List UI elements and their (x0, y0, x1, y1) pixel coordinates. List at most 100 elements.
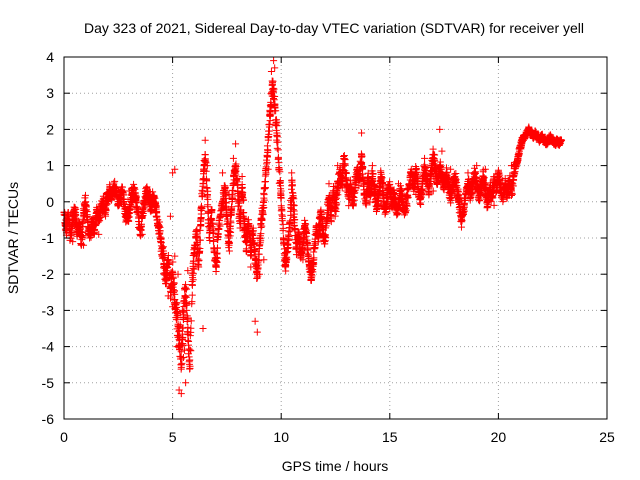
data-point (518, 136, 526, 144)
y-tick-label: 0 (46, 194, 54, 210)
data-point (412, 191, 420, 199)
data-point (345, 194, 353, 202)
data-point (272, 107, 280, 115)
data-point (394, 180, 402, 188)
data-point (147, 205, 155, 213)
data-point (235, 199, 243, 207)
data-point (505, 176, 513, 184)
data-point (542, 140, 550, 148)
data-point (516, 144, 524, 151)
data-point (449, 183, 457, 191)
data-point (138, 212, 146, 220)
axis-ticks: 0 5 10 15 20 25 -6 -5 -4 -3 -2 -1 0 1 2 3 4 (42, 49, 615, 445)
data-point (397, 187, 405, 195)
data-point (187, 347, 195, 355)
data-point (329, 187, 337, 195)
data-point (251, 317, 259, 325)
data-point (388, 201, 396, 209)
data-point (359, 163, 367, 171)
data-point (338, 180, 346, 188)
data-point (195, 256, 203, 264)
data-point (334, 162, 342, 170)
data-point (192, 252, 200, 260)
data-point (266, 120, 274, 128)
data-point (197, 222, 205, 230)
data-point (209, 220, 217, 228)
data-point (182, 379, 190, 387)
data-point (173, 343, 181, 351)
data-point (436, 125, 444, 133)
data-point (156, 227, 164, 235)
data-point (303, 230, 311, 238)
data-point (214, 254, 222, 262)
data-point (203, 162, 211, 170)
data-point (198, 186, 206, 194)
data-point (116, 191, 124, 199)
data-point (273, 129, 281, 137)
x-tick-label: 20 (491, 429, 507, 445)
data-point (134, 209, 142, 217)
data-point (149, 194, 157, 202)
data-point (255, 257, 263, 265)
data-point (303, 241, 311, 249)
data-point (484, 198, 492, 206)
data-point (258, 216, 266, 224)
data-point (214, 244, 222, 252)
data-point (227, 209, 235, 217)
data-point (196, 245, 204, 253)
data-point (373, 205, 381, 213)
data-point (172, 316, 180, 324)
data-point (166, 285, 174, 293)
data-point (190, 265, 198, 273)
data-point (93, 209, 101, 217)
data-point (108, 191, 116, 199)
data-point (190, 248, 198, 256)
data-point (203, 184, 211, 192)
data-point (278, 207, 286, 215)
data-point (162, 274, 170, 282)
data-point (494, 172, 502, 180)
data-point (215, 217, 223, 225)
data-point (490, 176, 498, 184)
data-point (179, 353, 187, 361)
data-point (442, 169, 450, 177)
data-point (381, 209, 389, 217)
x-axis-title: GPS time / hours (282, 458, 389, 474)
data-point (318, 223, 326, 231)
data-point (86, 230, 94, 238)
data-point (223, 212, 231, 220)
data-point (151, 201, 159, 209)
data-point (251, 246, 259, 254)
data-point (507, 187, 515, 195)
data-point (264, 165, 272, 173)
data-point (171, 165, 179, 173)
data-point (95, 230, 103, 238)
data-point (334, 183, 342, 191)
data-point (332, 200, 340, 208)
data-point (353, 165, 361, 173)
data-point (275, 165, 283, 173)
data-point (241, 215, 249, 223)
data-point (179, 324, 187, 332)
data-point (429, 187, 437, 195)
data-point (257, 224, 265, 232)
data-point (193, 241, 201, 249)
data-point (119, 187, 127, 195)
data-point (525, 125, 533, 133)
data-point (179, 314, 187, 322)
data-point (349, 201, 357, 209)
y-tick-label: -3 (42, 302, 55, 318)
data-point (316, 209, 324, 217)
data-point (342, 176, 350, 184)
data-point (189, 276, 197, 284)
data-point (71, 205, 79, 213)
data-point (259, 210, 267, 218)
data-point (520, 133, 528, 141)
data-point (438, 172, 446, 180)
data-point (289, 206, 297, 214)
data-point (229, 154, 237, 162)
data-point (157, 239, 165, 247)
data-point (384, 191, 392, 199)
data-point (255, 241, 263, 249)
data-point (197, 205, 205, 213)
